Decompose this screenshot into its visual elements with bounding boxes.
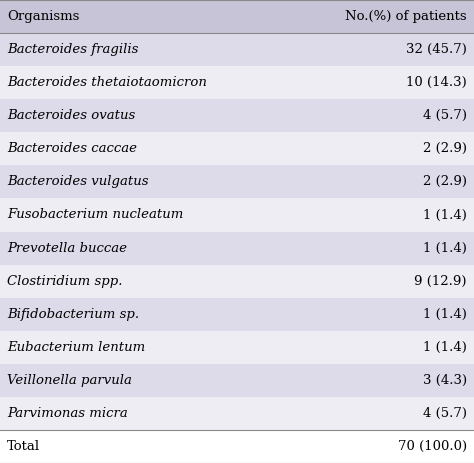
Bar [294,66,474,99]
Bar [0,132,294,165]
Bar [0,0,294,33]
Text: Total: Total [7,440,40,453]
Bar [0,66,294,99]
Text: 4 (5.7): 4 (5.7) [423,407,467,420]
Bar [0,397,294,430]
Text: Veillonella parvula: Veillonella parvula [7,374,132,387]
Bar [294,0,474,33]
Text: 10 (14.3): 10 (14.3) [406,76,467,89]
Bar [294,298,474,331]
Text: 2 (2.9): 2 (2.9) [423,175,467,188]
Bar [294,430,474,463]
Bar [294,132,474,165]
Bar [0,99,294,132]
Bar [0,232,294,264]
Bar [294,165,474,199]
Bar [0,298,294,331]
Bar [294,232,474,264]
Bar [0,33,294,66]
Bar [0,430,294,463]
Text: Fusobacterium nucleatum: Fusobacterium nucleatum [7,208,183,221]
Bar [294,33,474,66]
Text: Clostiridium spp.: Clostiridium spp. [7,275,123,288]
Text: Bifidobacterium sp.: Bifidobacterium sp. [7,308,139,321]
Text: 4 (5.7): 4 (5.7) [423,109,467,122]
Bar [0,264,294,298]
Text: 32 (45.7): 32 (45.7) [406,43,467,56]
Text: Prevotella buccae: Prevotella buccae [7,242,127,255]
Text: 1 (1.4): 1 (1.4) [423,208,467,221]
Bar [0,364,294,397]
Text: 1 (1.4): 1 (1.4) [423,341,467,354]
Bar [0,165,294,199]
Text: Organisms: Organisms [7,10,80,23]
Text: Eubacterium lentum: Eubacterium lentum [7,341,146,354]
Bar [294,99,474,132]
Text: 1 (1.4): 1 (1.4) [423,242,467,255]
Text: 70 (100.0): 70 (100.0) [398,440,467,453]
Bar [294,264,474,298]
Text: No.(%) of patients: No.(%) of patients [345,10,467,23]
Text: 2 (2.9): 2 (2.9) [423,142,467,155]
Text: Bacteroides fragilis: Bacteroides fragilis [7,43,138,56]
Bar [0,199,294,232]
Text: Bacteroides ovatus: Bacteroides ovatus [7,109,136,122]
Bar [294,199,474,232]
Bar [294,364,474,397]
Bar [294,397,474,430]
Text: Bacteroides thetaiotaomicron: Bacteroides thetaiotaomicron [7,76,207,89]
Text: 3 (4.3): 3 (4.3) [423,374,467,387]
Text: 9 (12.9): 9 (12.9) [414,275,467,288]
Text: Bacteroides vulgatus: Bacteroides vulgatus [7,175,149,188]
Text: Bacteroides caccae: Bacteroides caccae [7,142,137,155]
Text: Parvimonas micra: Parvimonas micra [7,407,128,420]
Bar [294,331,474,364]
Text: 1 (1.4): 1 (1.4) [423,308,467,321]
Bar [0,331,294,364]
